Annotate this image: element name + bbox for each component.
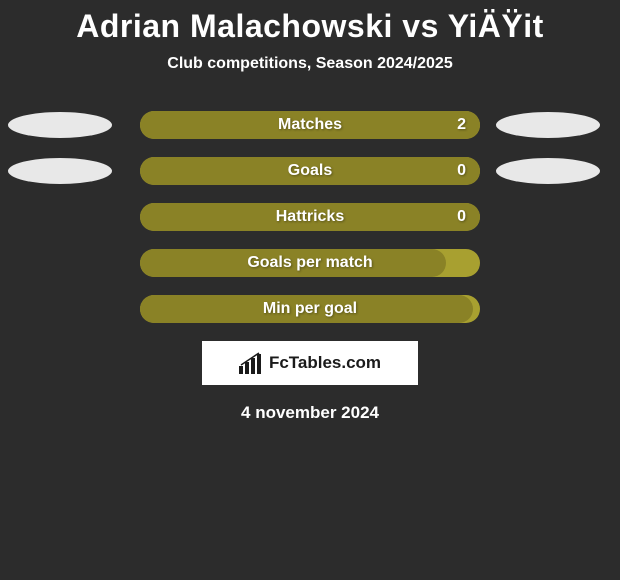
player-left-ellipse — [8, 158, 112, 184]
stat-row: Goals per match — [0, 249, 620, 277]
stat-label: Goals — [140, 162, 480, 180]
logo-box: FcTables.com — [202, 341, 418, 385]
stat-row: Hattricks0 — [0, 203, 620, 231]
date-text: 4 november 2024 — [0, 403, 620, 423]
stat-bar: Goals per match — [140, 249, 480, 277]
stat-value: 0 — [457, 162, 466, 180]
logo-text: FcTables.com — [269, 353, 381, 373]
stat-label: Min per goal — [140, 300, 480, 318]
stat-label: Hattricks — [140, 208, 480, 226]
stat-row: Goals0 — [0, 157, 620, 185]
stat-bar: Hattricks0 — [140, 203, 480, 231]
stat-value: 2 — [457, 116, 466, 134]
stat-bar: Goals0 — [140, 157, 480, 185]
page-title: Adrian Malachowski vs YiÄŸit — [0, 8, 620, 45]
player-right-ellipse — [496, 112, 600, 138]
stat-rows: Matches2Goals0Hattricks0Goals per matchM… — [0, 111, 620, 323]
chart-container: Adrian Malachowski vs YiÄŸit Club compet… — [0, 0, 620, 580]
stat-label: Matches — [140, 116, 480, 134]
stat-row: Min per goal — [0, 295, 620, 323]
stat-row: Matches2 — [0, 111, 620, 139]
stat-bar: Matches2 — [140, 111, 480, 139]
player-right-ellipse — [496, 158, 600, 184]
player-left-ellipse — [8, 112, 112, 138]
stat-value: 0 — [457, 208, 466, 226]
logo: FcTables.com — [239, 352, 381, 374]
stat-bar: Min per goal — [140, 295, 480, 323]
page-subtitle: Club competitions, Season 2024/2025 — [0, 55, 620, 73]
stat-label: Goals per match — [140, 254, 480, 272]
bars-icon — [239, 352, 265, 374]
